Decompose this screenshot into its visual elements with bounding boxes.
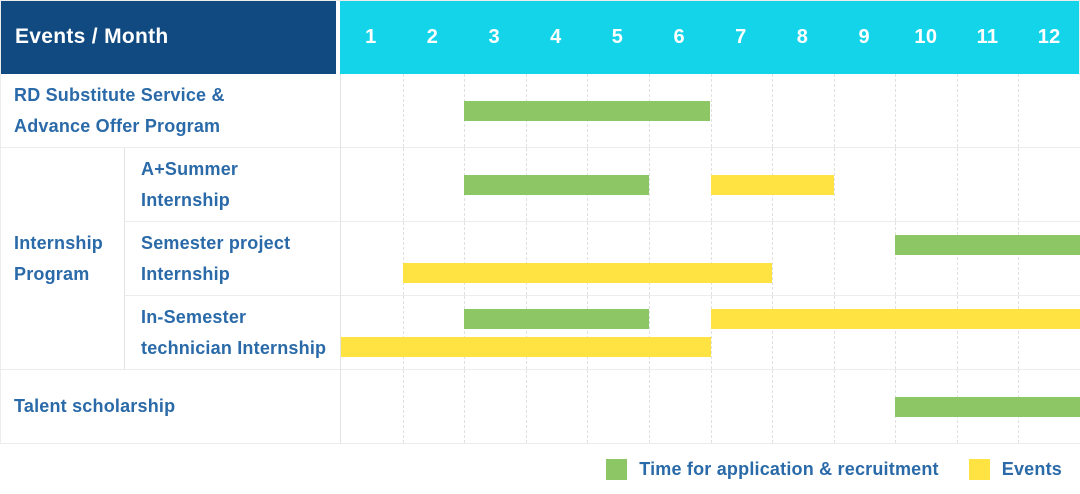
legend-item-application-recruitment: Time for application & recruitment (606, 458, 939, 480)
timeline-semester-project-internship (340, 222, 1080, 296)
timeline-talent-scholarship (340, 370, 1080, 444)
month-gridline (710, 222, 712, 295)
bar-lanes (341, 222, 1080, 295)
month-gridline (525, 296, 527, 369)
month-header-row: 1 2 3 4 5 6 7 8 9 10 11 12 (340, 0, 1080, 74)
month-gridline (648, 370, 650, 443)
month-gridline (525, 370, 527, 443)
gantt-lane (341, 174, 1080, 195)
month-gridline (956, 148, 958, 221)
month-gridline (648, 296, 650, 369)
gantt-bar-green (895, 234, 1080, 255)
gantt-table: Events / Month 1 2 3 4 5 6 7 8 9 10 11 1… (0, 0, 1080, 444)
month-gridline (648, 148, 650, 221)
header-title-cell: Events / Month (0, 0, 340, 74)
month-gridline (895, 148, 897, 221)
month-header-5: 5 (611, 25, 624, 48)
month-gridline (464, 222, 466, 295)
gantt-lane (341, 336, 1080, 357)
timeline-a-plus-summer-internship (340, 148, 1080, 222)
month-header-4: 4 (550, 25, 562, 48)
month-gridline (464, 370, 466, 443)
gantt-bar-yellow (341, 336, 711, 357)
bar-lanes (341, 148, 1080, 221)
month-gridline (1018, 296, 1020, 369)
month-gridline (772, 74, 774, 147)
month-gridline (402, 148, 404, 221)
month-gridline (587, 296, 589, 369)
month-gridline (710, 370, 712, 443)
group-label-internship-program: Internship Program (0, 148, 124, 370)
month-gridline (833, 222, 835, 295)
month-header-12: 12 (1037, 25, 1061, 48)
gantt-bar-green (464, 100, 711, 121)
month-gridline (833, 370, 835, 443)
month-gridline (956, 296, 958, 369)
month-gridline (587, 370, 589, 443)
month-header-7: 7 (735, 25, 747, 48)
month-header-6: 6 (673, 25, 685, 48)
row-label-rd-substitute-service: RD Substitute Service & Advance Offer Pr… (0, 74, 340, 148)
month-gridline (772, 296, 774, 369)
month-gridline (833, 296, 835, 369)
month-gridline (402, 74, 404, 147)
legend-swatch-yellow (968, 458, 990, 480)
legend-label-events: Events (1001, 458, 1062, 479)
table-title: Events / Month (15, 25, 169, 48)
bar-lanes (341, 370, 1080, 443)
month-gridline (1018, 74, 1020, 147)
legend-swatch-green (606, 458, 628, 480)
month-gridline (402, 296, 404, 369)
gantt-bar-yellow (710, 308, 1080, 329)
gantt-lane (341, 100, 1080, 121)
gantt-lane (341, 308, 1080, 329)
legend-item-events: Events (968, 458, 1062, 480)
month-header-3: 3 (488, 25, 500, 48)
month-gridline (833, 74, 835, 147)
timeline-rd-substitute-service (340, 74, 1080, 148)
month-gridline (956, 74, 958, 147)
month-gridline (895, 222, 897, 295)
bar-lanes (341, 296, 1080, 369)
row-label-a-plus-summer-internship: A+Summer Internship (124, 148, 340, 222)
month-header-10: 10 (914, 25, 938, 48)
month-gridline (402, 370, 404, 443)
month-gridline (833, 148, 835, 221)
gantt-bar-green (464, 174, 649, 195)
row-label-in-semester-technician-internship: In-Semester technician Internship (124, 296, 340, 370)
month-gridline (525, 222, 527, 295)
month-gridline (587, 222, 589, 295)
gantt-lane (341, 396, 1080, 417)
timeline-in-semester-technician-internship (340, 296, 1080, 370)
month-gridline (1018, 222, 1020, 295)
month-gridline (710, 296, 712, 369)
legend: Time for application & recruitment Event… (0, 444, 1080, 494)
month-header-11: 11 (976, 25, 999, 48)
gantt-bar-yellow (402, 262, 773, 283)
row-label-semester-project-internship: Semester project Internship (124, 222, 340, 296)
month-gridline (710, 74, 712, 147)
gantt-bar-green (464, 308, 649, 329)
bar-lanes (341, 74, 1080, 147)
gantt-lane (341, 262, 1080, 283)
month-gridline (648, 222, 650, 295)
month-gridline (895, 74, 897, 147)
month-gridline (895, 296, 897, 369)
month-gridline (402, 222, 404, 295)
month-header-9: 9 (858, 25, 870, 48)
month-header-1: 1 (365, 25, 377, 48)
month-gridline (772, 370, 774, 443)
month-gridline (772, 222, 774, 295)
gantt-bar-yellow (710, 174, 834, 195)
month-gridline (956, 222, 958, 295)
month-gridline (464, 296, 466, 369)
legend-label-application-recruitment: Time for application & recruitment (639, 458, 939, 479)
month-header-2: 2 (426, 25, 439, 48)
month-gridline (1018, 148, 1020, 221)
row-label-talent-scholarship: Talent scholarship (0, 370, 340, 444)
gantt-lane (341, 234, 1080, 255)
gantt-bar-green (895, 396, 1080, 417)
month-header-8: 8 (796, 25, 809, 48)
